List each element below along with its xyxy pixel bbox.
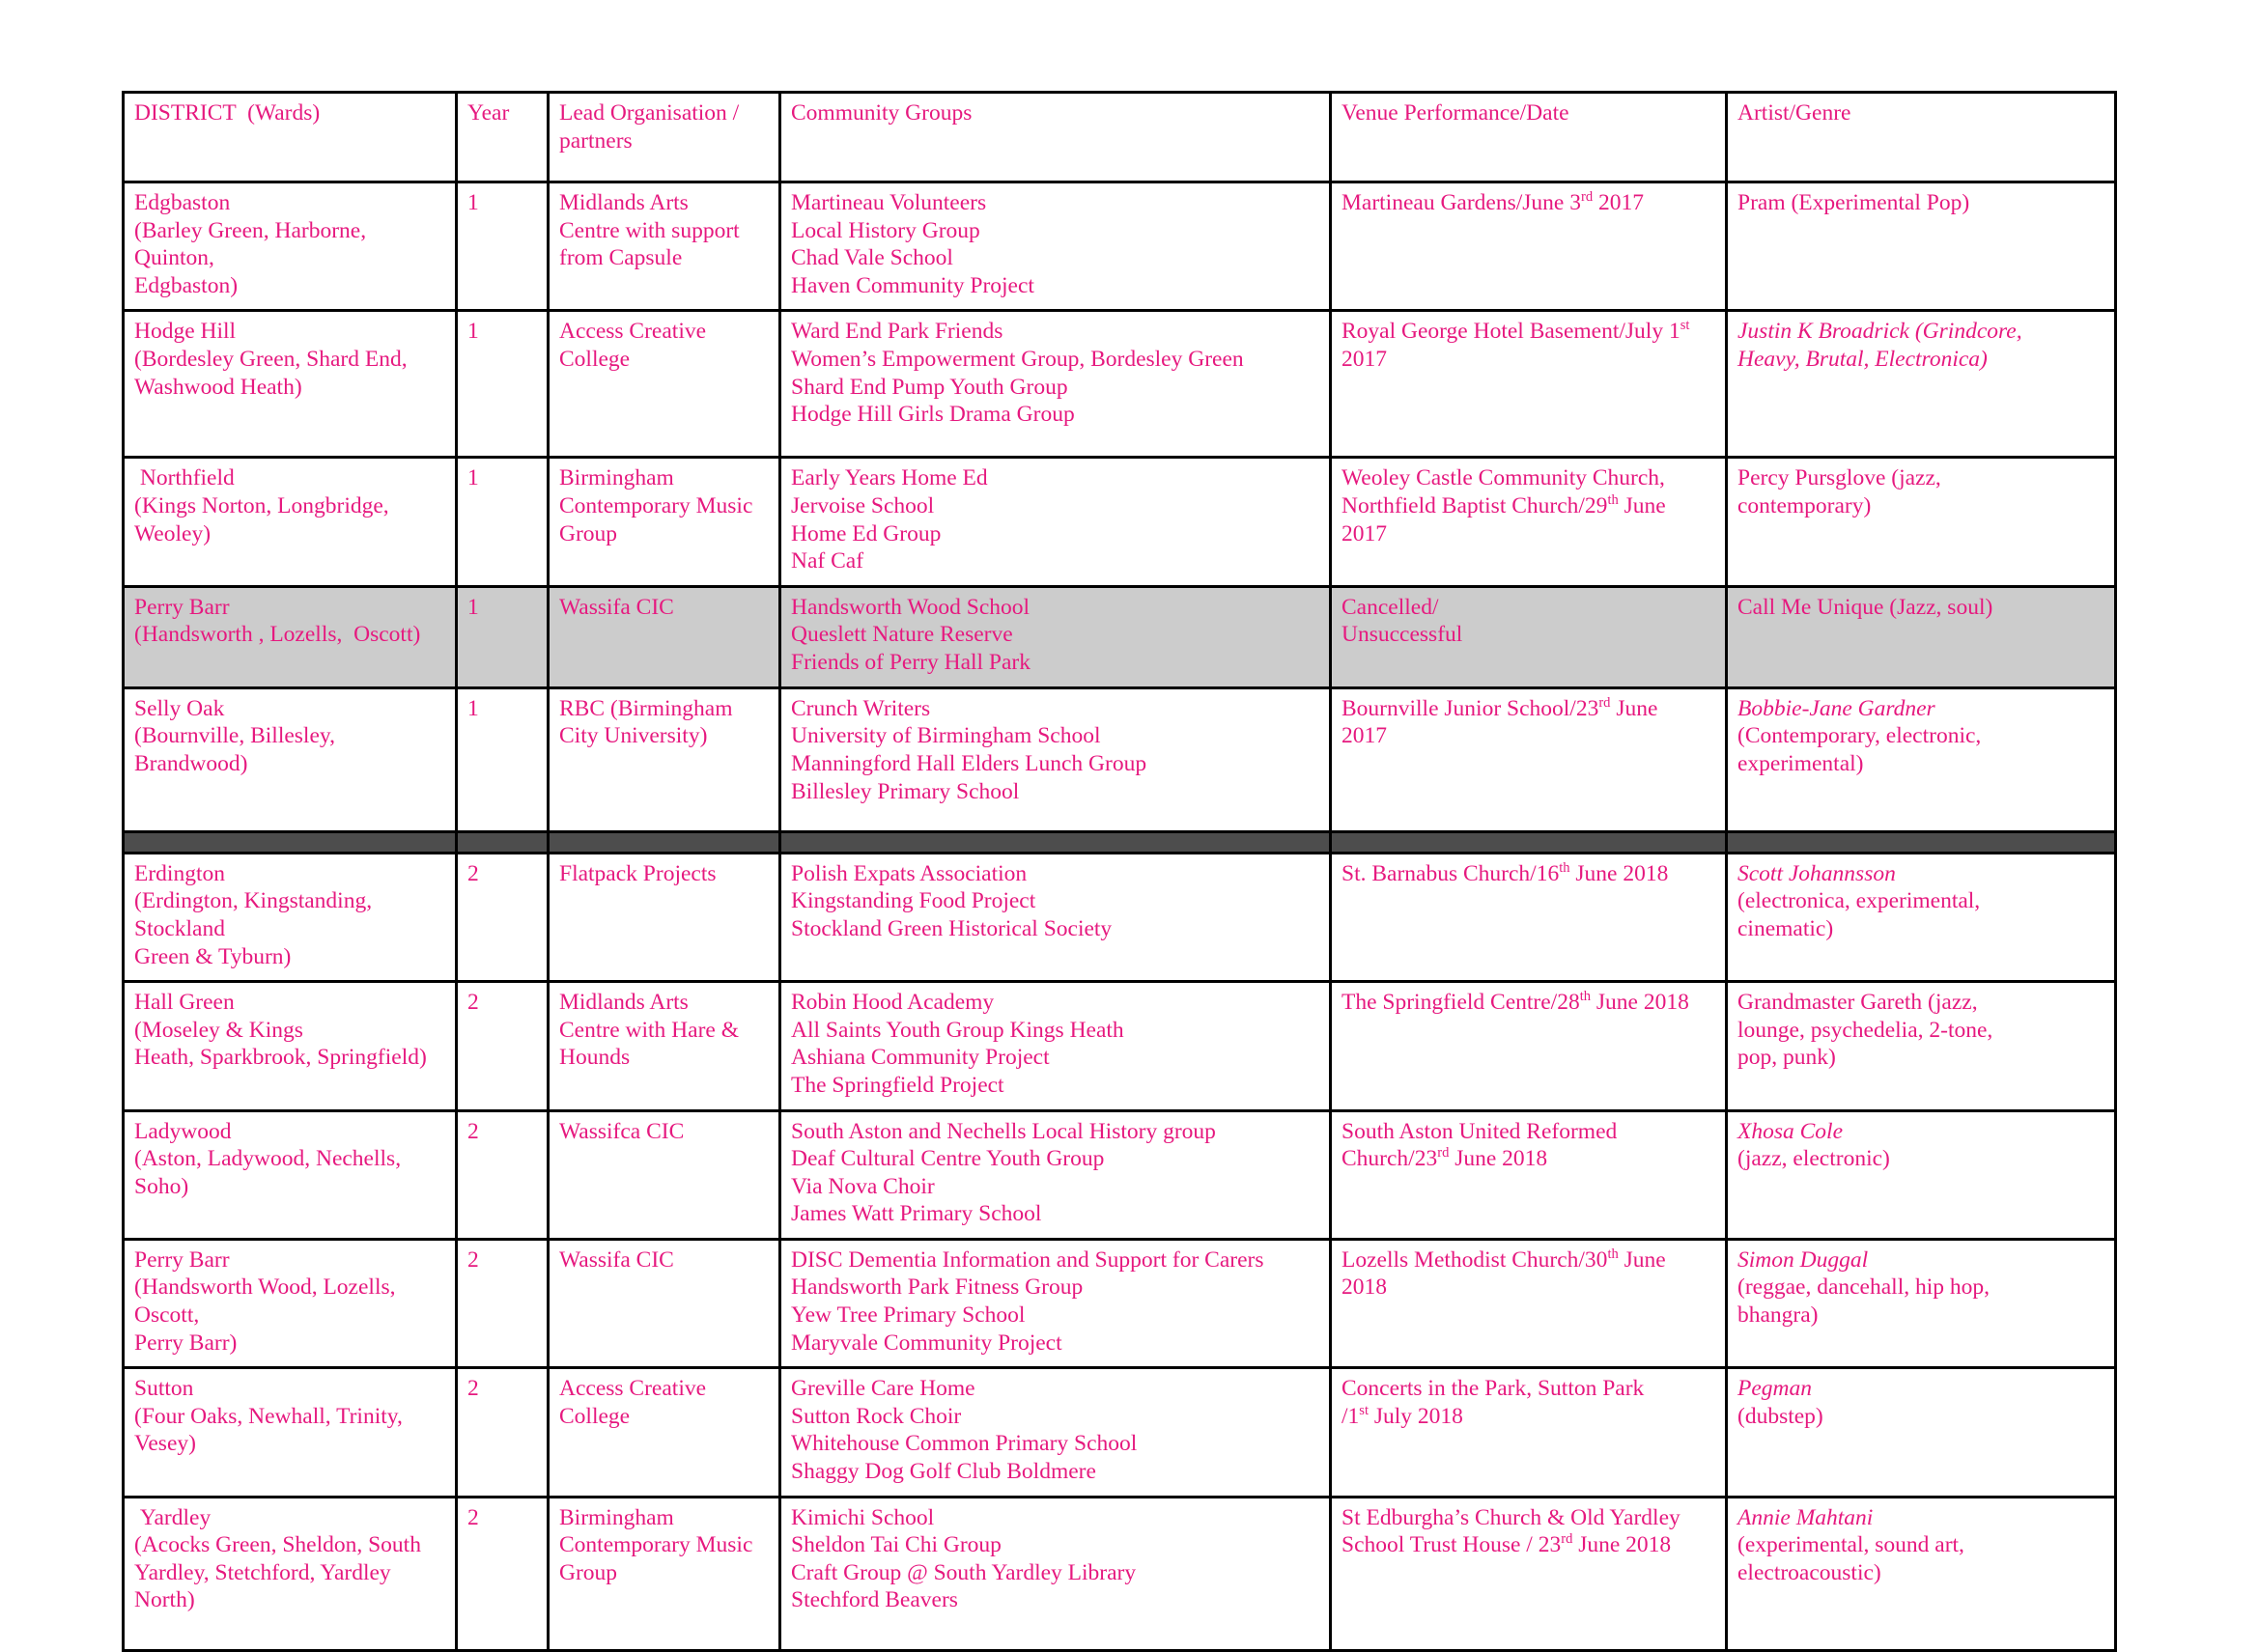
cell-lead-organisation: Wassifa CIC (547, 584, 781, 689)
table-row: Hall Green (Moseley & Kings Heath, Sparkbr… (122, 980, 2117, 1112)
divider-cell-district (122, 829, 458, 854)
table-row: Edgbaston (Barley Green, Harborne, Quinto… (122, 180, 2117, 313)
cell-artist-genre: Justin K Broadrick (Grindcore, Heavy, Bru… (1725, 309, 2117, 460)
table-row: Selly Oak (Bournville, Billesley, Brandwo… (122, 686, 2117, 833)
cell-district: Selly Oak (Bournville, Billesley, Brandwo… (122, 686, 458, 833)
cell-lead-organisation: Wassifa CIC (547, 1237, 781, 1370)
cell-district: Erdington (Erdington, Kingstanding, Stock… (122, 851, 458, 984)
divider-cell-venue (1329, 829, 1728, 854)
cell-artist-genre: Pegman (dubstep) (1725, 1366, 2117, 1498)
cell-year: 2 (455, 851, 550, 984)
cell-artist-genre: Xhosa Cole (jazz, electronic) (1725, 1108, 2117, 1241)
cell-venue-date: South Aston United Reformed Church/23rd J… (1329, 1108, 1728, 1241)
cell-lead-organisation: Midlands Arts Centre with support from Cap… (547, 180, 781, 313)
cell-community-groups: Polish Expats Association Kingstanding Fo… (778, 851, 1332, 984)
cell-lead-organisation: Midlands Arts Centre with Hare & Hounds (547, 980, 781, 1112)
cell-artist-genre: Pram (Experimental Pop) (1725, 180, 2117, 313)
cell-venue-date: The Springfield Centre/28th June 2018 (1329, 980, 1728, 1112)
cell-artist-genre: Percy Pursglove (jazz, contemporary) (1725, 456, 2117, 588)
cell-lead-organisation: Access Creative College (547, 1366, 781, 1498)
cell-lead-organisation: RBC (Birmingham City University) (547, 686, 781, 833)
cell-venue-date: St. Barnabus Church/16th June 2018 (1329, 851, 1728, 984)
cell-venue-date: Concerts in the Park, Sutton Park/1st Ju… (1329, 1366, 1728, 1498)
cell-community-groups: Crunch Writers University of Birmingham S… (778, 686, 1332, 833)
cell-community-groups: Robin Hood Academy All Saints Youth Group… (778, 980, 1332, 1112)
cell-year: 1 (455, 456, 550, 588)
cell-district: Northfield (Kings Norton, Longbridge, Weo… (122, 456, 458, 588)
cell-district: Hodge Hill (Bordesley Green, Shard End, Wa… (122, 309, 458, 460)
cell-year: 1 (455, 309, 550, 460)
table-row: Ladywood (Aston, Ladywood, Nechells, Soho… (122, 1108, 2117, 1241)
cell-community-groups: Greville Care Home Sutton Rock Choir White… (778, 1366, 1332, 1498)
cell-year: 2 (455, 1366, 550, 1498)
column-header-artist: Artist/Genre (1725, 91, 2117, 183)
cell-year: 1 (455, 180, 550, 313)
cell-district: Yardley (Acocks Green, Sheldon, South Yard… (122, 1495, 458, 1652)
cell-artist-genre: Grandmaster Gareth (jazz, lounge, psyched… (1725, 980, 2117, 1112)
cell-venue-date: Royal George Hotel Basement/July 1st 2017 (1329, 309, 1728, 460)
cell-year: 2 (455, 1495, 550, 1652)
cell-venue-date: Cancelled/Unsuccessful (1329, 584, 1728, 689)
cell-venue-date: Weoley Castle Community Church, Northfiel… (1329, 456, 1728, 588)
year-section-divider (122, 829, 2117, 854)
cell-district: Sutton (Four Oaks, Newhall, Trinity, Vese… (122, 1366, 458, 1498)
cell-lead-organisation: Access Creative College (547, 309, 781, 460)
cell-district: Hall Green (Moseley & Kings Heath, Sparkbr… (122, 980, 458, 1112)
cell-community-groups: Ward End Park Friends Women’s Empowerment… (778, 309, 1332, 460)
divider-cell-year (455, 829, 550, 854)
column-header-lead: Lead Organisation / partners (547, 91, 781, 183)
cell-lead-organisation: Birmingham Contemporary Music Group (547, 456, 781, 588)
cell-community-groups: Martineau Volunteers Local History Group C… (778, 180, 1332, 313)
divider-cell-artist (1725, 829, 2117, 854)
cell-venue-date: Martineau Gardens/June 3rd 2017 (1329, 180, 1728, 313)
table-header-row: DISTRICT (Wards) Year Lead Organisation / p… (122, 91, 2117, 183)
cell-venue-date: Lozells Methodist Church/30th June 2018 (1329, 1237, 1728, 1370)
column-header-year: Year (455, 91, 550, 183)
cell-year: 1 (455, 584, 550, 689)
column-header-district: DISTRICT (Wards) (122, 91, 458, 183)
cell-community-groups: Early Years Home Ed Jervoise School Home E… (778, 456, 1332, 588)
cell-year: 1 (455, 686, 550, 833)
cell-venue-date: St Edburgha’s Church & Old Yardley School… (1329, 1495, 1728, 1652)
cell-district: Perry Barr (Handsworth , Lozells, Oscott) (122, 584, 458, 689)
programme-table: DISTRICT (Wards) Year Lead Organisation / p… (122, 91, 2117, 1652)
cell-lead-organisation: Birmingham Contemporary Music Group (547, 1495, 781, 1652)
cell-community-groups: Kimichi School Sheldon Tai Chi Group Craft… (778, 1495, 1332, 1652)
cell-artist-genre: Scott Johannsson (electronica, experiment… (1725, 851, 2117, 984)
cell-year: 2 (455, 980, 550, 1112)
cell-artist-genre: Bobbie-Jane Gardner (Contemporary, electr… (1725, 686, 2117, 833)
table-row: Erdington (Erdington, Kingstanding, Stock… (122, 851, 2117, 984)
column-header-venue: Venue Performance/Date (1329, 91, 1728, 183)
cell-artist-genre: Annie Mahtani (experimental, sound art, el… (1725, 1495, 2117, 1652)
divider-cell-groups (778, 829, 1332, 854)
cell-venue-date: Bournville Junior School/23rd June 2017 (1329, 686, 1728, 833)
cell-artist-genre: Call Me Unique (Jazz, soul) (1725, 584, 2117, 689)
document-page: DISTRICT (Wards) Year Lead Organisation / p… (122, 91, 2117, 1652)
cell-district: Ladywood (Aston, Ladywood, Nechells, Soho… (122, 1108, 458, 1241)
table-row: Perry Barr (Handsworth , Lozells, Oscott)… (122, 584, 2117, 689)
table-row: Yardley (Acocks Green, Sheldon, South Yard… (122, 1495, 2117, 1652)
cell-community-groups: Handsworth Wood School Queslett Nature Re… (778, 584, 1332, 689)
cell-community-groups: South Aston and Nechells Local History g… (778, 1108, 1332, 1241)
column-header-groups: Community Groups (778, 91, 1332, 183)
cell-year: 2 (455, 1108, 550, 1241)
cell-lead-organisation: Wassifca CIC (547, 1108, 781, 1241)
cell-year: 2 (455, 1237, 550, 1370)
divider-cell-lead (547, 829, 781, 854)
cell-lead-organisation: Flatpack Projects (547, 851, 781, 984)
table-row: Northfield (Kings Norton, Longbridge, Weo… (122, 456, 2117, 588)
cell-district: Edgbaston (Barley Green, Harborne, Quinto… (122, 180, 458, 313)
table-row: Hodge Hill (Bordesley Green, Shard End, Wa… (122, 309, 2117, 460)
cell-community-groups: DISC Dementia Information and Support fo… (778, 1237, 1332, 1370)
cell-artist-genre: Simon Duggal (reggae, dancehall, hip hop,… (1725, 1237, 2117, 1370)
table-row: Sutton (Four Oaks, Newhall, Trinity, Vese… (122, 1366, 2117, 1498)
table-row: Perry Barr (Handsworth Wood, Lozells, Osc… (122, 1237, 2117, 1370)
cell-district: Perry Barr (Handsworth Wood, Lozells, Osc… (122, 1237, 458, 1370)
